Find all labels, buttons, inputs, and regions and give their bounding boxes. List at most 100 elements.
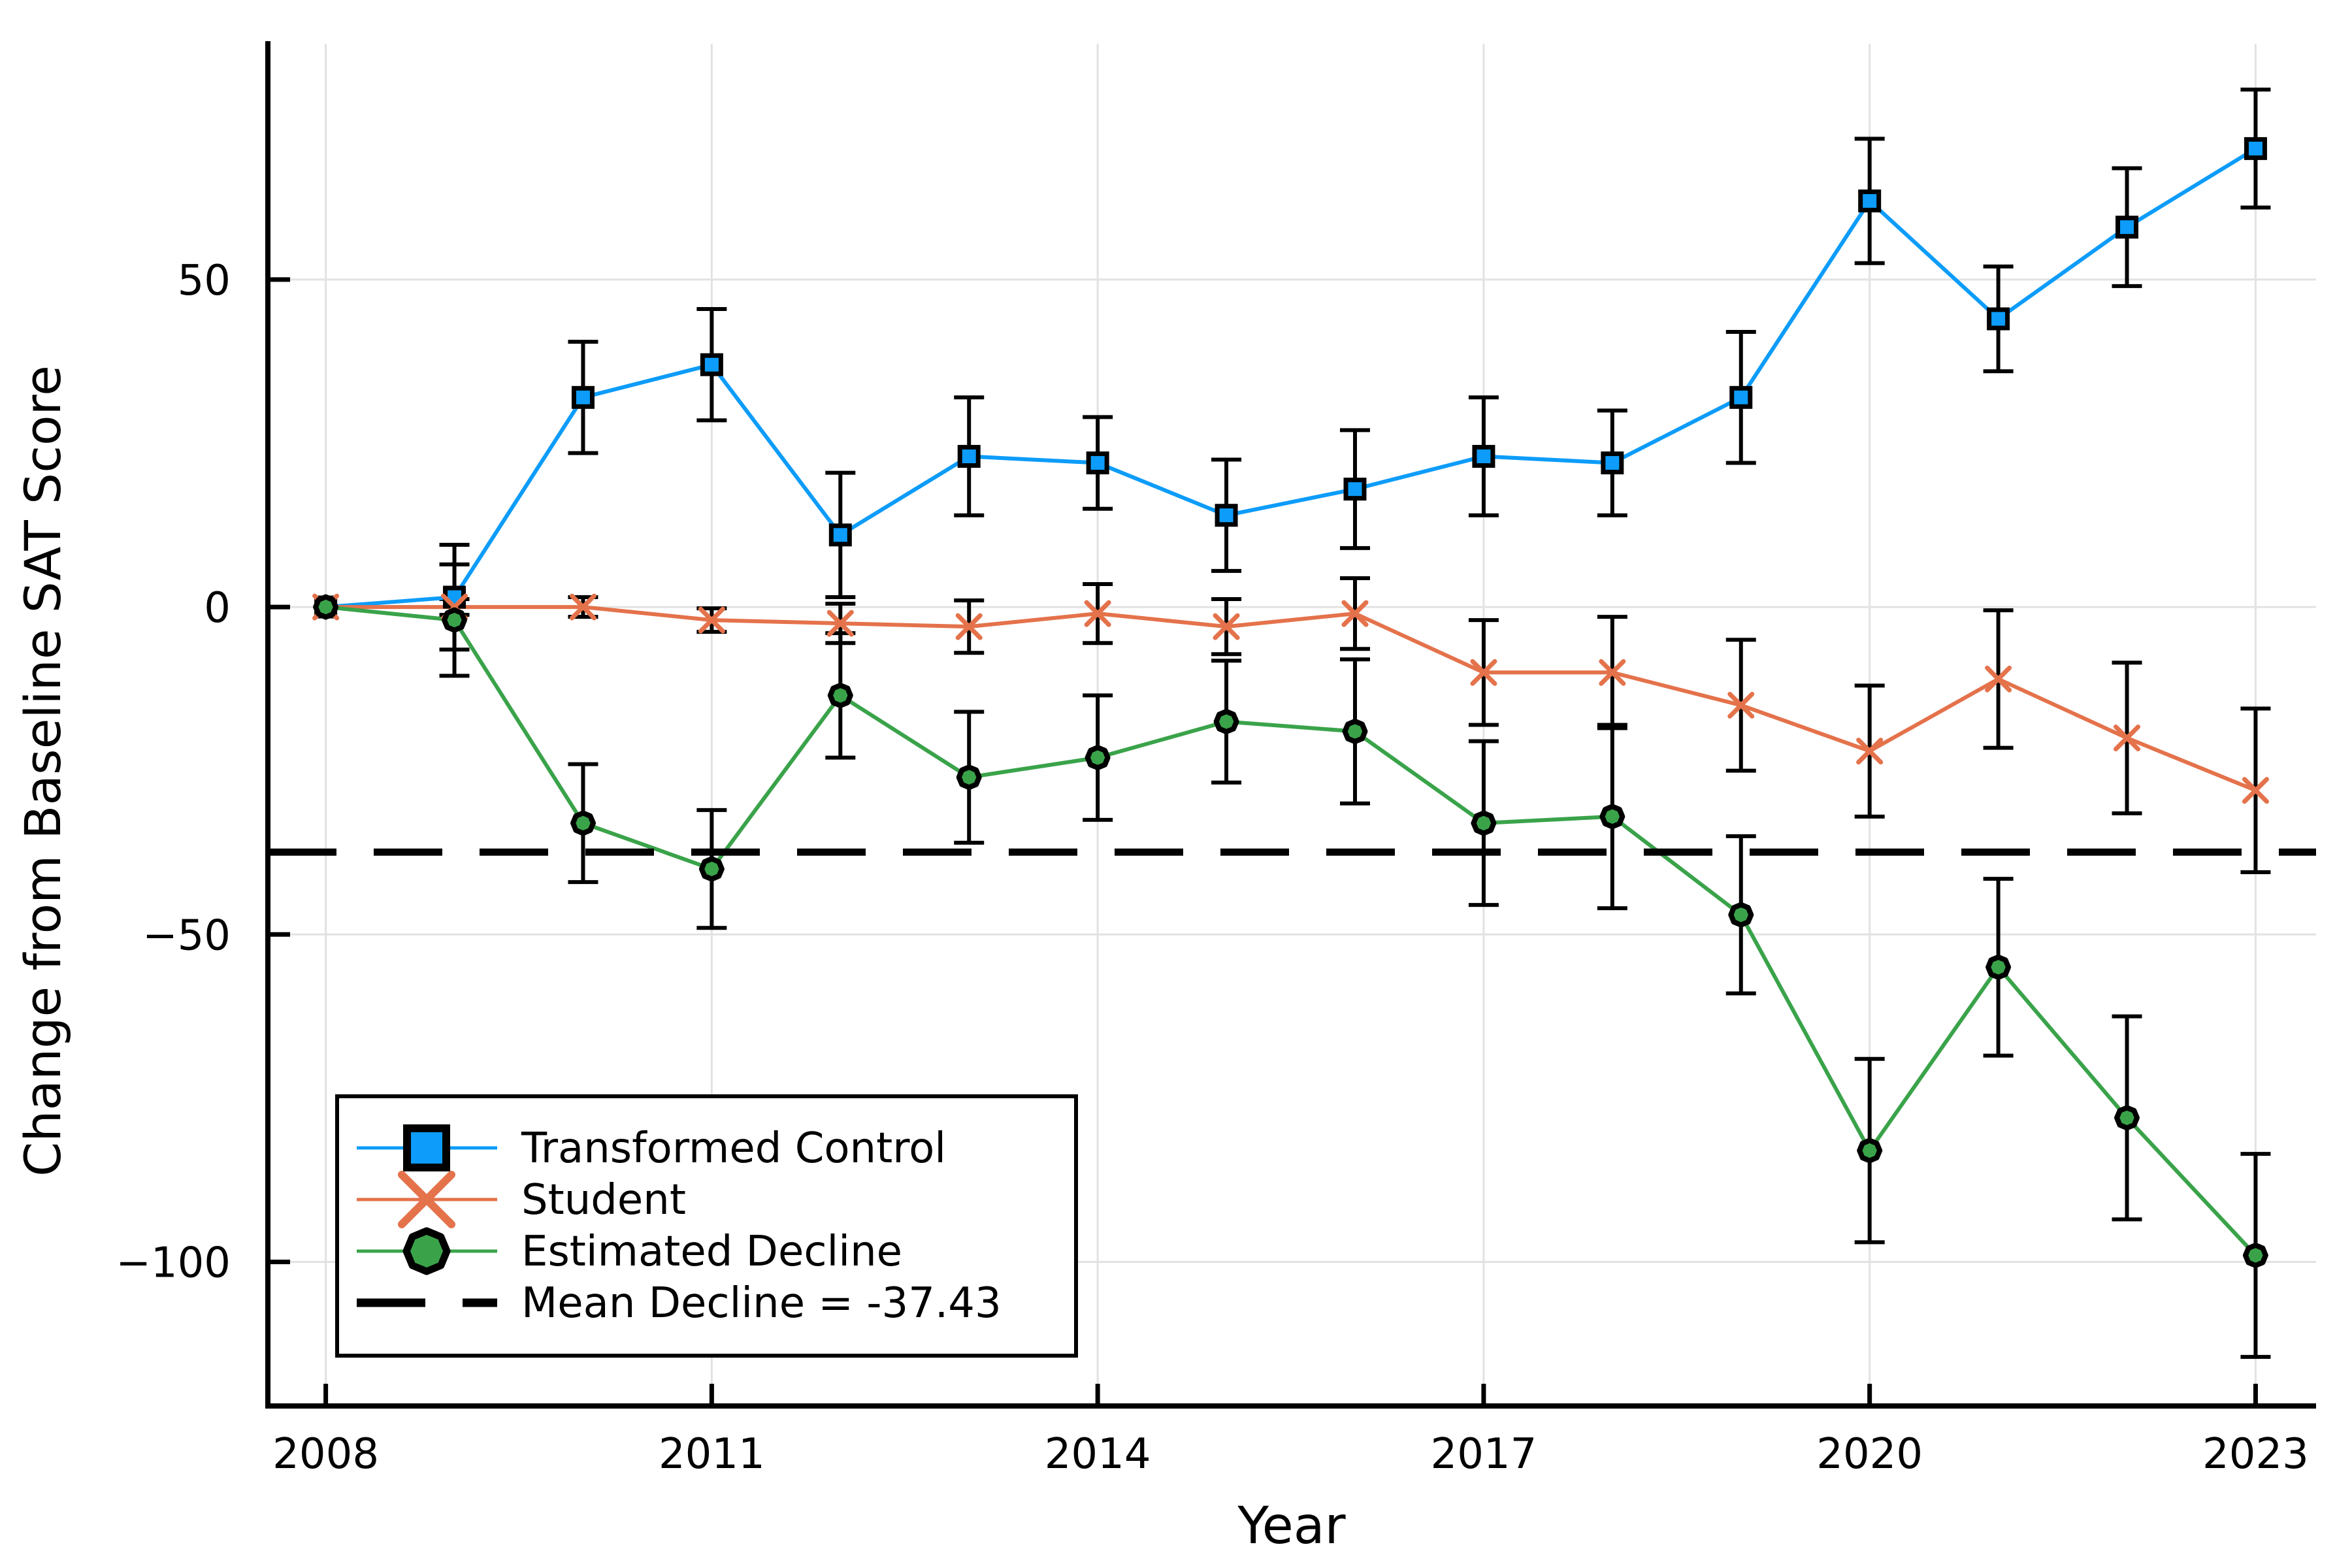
octagon-marker-shape (827, 682, 853, 708)
x-marker-stroke (1727, 691, 1755, 719)
octagon-marker (2114, 1105, 2140, 1131)
x-tick-label: 2011 (659, 1430, 765, 1478)
x-marker (2242, 777, 2269, 804)
octagon-marker-shape (1857, 1137, 1883, 1164)
x-marker (1856, 738, 1884, 765)
square-marker (2115, 216, 2139, 239)
octagon-marker-shape (402, 1227, 451, 1275)
x-tick-label: 2020 (1816, 1430, 1923, 1478)
y-tick-label: −50 (142, 911, 231, 960)
octagon-marker (1471, 810, 1497, 836)
square-marker-shape (1987, 307, 2010, 331)
legend-label: Transformed Control (521, 1124, 946, 1173)
octagon-marker (1342, 719, 1368, 744)
square-marker (1472, 445, 1495, 468)
square-marker (828, 523, 852, 547)
octagon-marker (1085, 745, 1111, 771)
x-marker (1727, 691, 1755, 719)
x-marker (569, 593, 596, 621)
x-marker-stroke (1856, 738, 1884, 765)
x-tick-label: 2023 (2202, 1430, 2309, 1478)
octagon-marker-shape (313, 594, 339, 620)
series-line-estimated-decline (325, 605, 2257, 1257)
octagon-marker-shape (570, 810, 596, 836)
octagon-marker-shape (1085, 745, 1111, 771)
legend-entry: Estimated Decline (357, 1227, 902, 1276)
x-axis-title: Year (1237, 1497, 1346, 1556)
square-marker (1987, 307, 2010, 331)
x-marker-stroke (698, 606, 725, 634)
square-marker (1729, 385, 1753, 409)
square-marker-shape (700, 353, 723, 376)
octagon-marker-shape (1728, 902, 1754, 928)
x-marker-stroke (398, 1171, 455, 1228)
series-line-student (325, 605, 2257, 792)
x-marker-stroke (1599, 659, 1626, 686)
x-marker (826, 610, 854, 637)
legend-entry: Mean Decline = -37.43 (357, 1279, 1002, 1328)
square-marker-shape (2244, 137, 2267, 160)
x-marker-stroke (826, 610, 854, 637)
y-tick-label: −100 (116, 1239, 231, 1287)
square-marker-shape (1343, 478, 1367, 501)
octagon-marker-shape (1599, 804, 1625, 830)
square-marker (403, 1124, 450, 1171)
octagon-marker (1985, 954, 2012, 980)
square-marker (2244, 137, 2267, 160)
x-marker (398, 1171, 455, 1228)
octagon-marker (313, 594, 339, 620)
legend-box (335, 1094, 1078, 1358)
octagon-marker-shape (2114, 1105, 2140, 1131)
octagon-marker (827, 682, 853, 708)
square-marker (1215, 504, 1238, 527)
legend-label: Student (521, 1176, 686, 1224)
square-marker-shape (571, 385, 595, 409)
markers-layer (312, 137, 2269, 1268)
square-marker (1601, 451, 1624, 475)
square-marker-shape (1086, 451, 1109, 475)
square-marker-shape (1472, 445, 1495, 468)
x-marker (1599, 659, 1626, 686)
x-marker (1213, 613, 1240, 640)
series-line-transformed-control (325, 146, 2257, 610)
octagon-marker (698, 856, 725, 882)
x-marker-stroke (1470, 659, 1497, 686)
square-marker (1858, 189, 1882, 213)
square-marker (957, 445, 981, 468)
x-marker-stroke (1985, 665, 2012, 693)
octagon-marker-shape (1471, 810, 1497, 836)
x-marker-stroke (2114, 725, 2141, 752)
square-marker-shape (1215, 504, 1238, 527)
octagon-marker-shape (956, 764, 982, 791)
legend-entry: Student (357, 1171, 686, 1228)
octagon-marker (956, 764, 982, 791)
x-marker-stroke (1341, 600, 1369, 627)
y-axis-title: Change from Baseline SAT Score (14, 365, 72, 1177)
axes-layer: 2008 2011 2014 2017 2020 2023 50 0 −50 −100 (116, 41, 2316, 1478)
series-lines-layer (325, 146, 2257, 1257)
legend-label: Estimated Decline (521, 1228, 902, 1276)
x-marker (955, 613, 983, 640)
octagon-marker (1599, 804, 1625, 830)
x-marker-stroke (2242, 777, 2269, 804)
x-marker (1084, 600, 1111, 627)
x-marker-stroke (1084, 600, 1111, 627)
octagon-marker (2242, 1242, 2268, 1268)
y-tick-label: 0 (204, 584, 231, 632)
octagon-marker-shape (1213, 709, 1239, 734)
square-marker (571, 385, 595, 409)
legend-label: Mean Decline = -37.43 (521, 1279, 1002, 1328)
square-marker-shape (2115, 216, 2139, 239)
square-marker-shape (1601, 451, 1624, 475)
square-marker-shape (957, 445, 981, 468)
x-marker (1341, 600, 1369, 627)
x-marker (1985, 665, 2012, 693)
y-tick-label: 50 (178, 257, 231, 305)
x-marker-stroke (955, 613, 983, 640)
x-marker (1470, 659, 1497, 686)
x-tick-label: 2014 (1045, 1430, 1151, 1478)
octagon-marker (442, 607, 467, 633)
